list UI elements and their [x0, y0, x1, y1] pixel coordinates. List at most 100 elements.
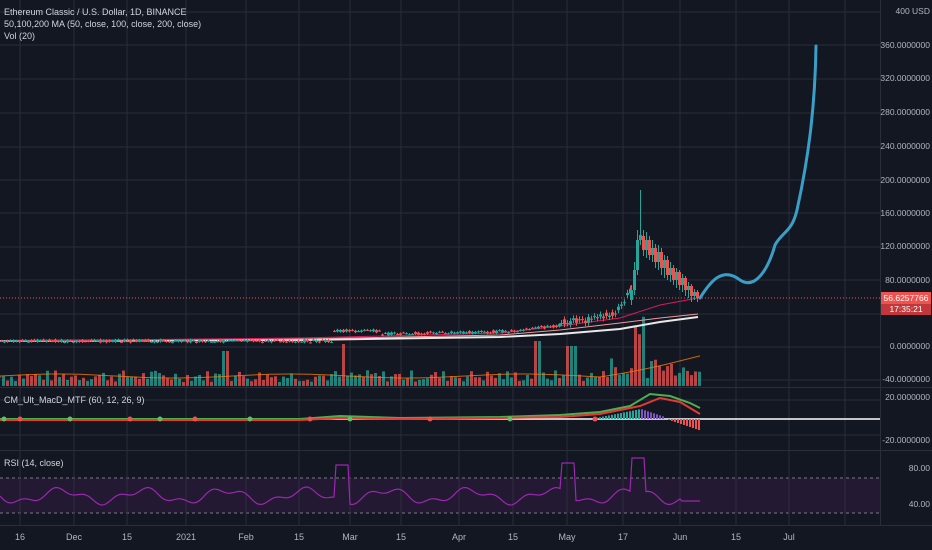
volume-bar	[386, 381, 389, 386]
price-pane[interactable]: Ethereum Classic / U.S. Dollar, 1D, BINA…	[0, 0, 880, 387]
candle-body	[18, 340, 21, 343]
price-chart[interactable]	[0, 0, 880, 387]
candle-body	[438, 331, 441, 333]
candle-body	[375, 330, 378, 333]
volume-bar	[182, 381, 185, 386]
volume-bar	[162, 375, 165, 386]
candle-body	[237, 339, 240, 341]
macd-axis[interactable]: 20.0000000 -20.0000000	[880, 388, 932, 450]
volume-bar	[6, 380, 9, 386]
candle-body	[0, 340, 3, 342]
candle-body	[581, 319, 584, 321]
pane-separator[interactable]	[0, 450, 932, 451]
volume-bar	[194, 376, 197, 386]
candle-body	[12, 340, 15, 342]
volume-bar	[446, 380, 449, 386]
volume-bar	[510, 377, 513, 386]
macd-histogram-bar	[653, 413, 655, 419]
volume-bar	[558, 377, 561, 386]
volume-bar	[262, 380, 265, 386]
volume-bar	[350, 372, 353, 386]
candle-body	[3, 341, 6, 343]
candle-body	[174, 340, 177, 342]
candle-body	[543, 326, 546, 329]
macd-histogram-bar	[659, 415, 661, 419]
volume-bar	[430, 374, 433, 386]
candle-body	[171, 342, 174, 344]
volume-bar	[618, 374, 621, 386]
candle-body	[558, 324, 561, 327]
volume-bar	[18, 374, 21, 386]
candle-body	[255, 340, 258, 342]
volume-bar	[278, 381, 281, 386]
candle-body	[75, 340, 78, 343]
candle-body	[120, 341, 123, 343]
volume-bar	[326, 380, 329, 386]
symbol-legend[interactable]: Ethereum Classic / U.S. Dollar, 1D, BINA…	[4, 7, 187, 17]
macd-histogram-bar	[656, 414, 658, 419]
rsi-axis[interactable]: 80.00 40.00	[880, 451, 932, 525]
volume-bar	[134, 376, 137, 386]
volume-bar	[382, 371, 385, 386]
volume-bar	[22, 378, 25, 386]
time-axis-border	[0, 525, 932, 526]
macd-pane[interactable]: CM_Ult_MacD_MTF (60, 12, 26, 9)	[0, 388, 880, 450]
candle-body	[102, 340, 105, 342]
candle-body	[357, 331, 360, 333]
volume-bar	[554, 370, 557, 386]
volume-bar	[506, 371, 509, 386]
candle-body	[620, 304, 623, 306]
candle-body	[321, 339, 324, 341]
candle-body	[447, 333, 450, 335]
time-label: 16	[14, 532, 26, 542]
candle-body	[614, 313, 617, 315]
candle-body	[213, 341, 216, 343]
candle-body	[552, 325, 555, 328]
candle-body	[270, 341, 273, 343]
macd-legend[interactable]: CM_Ult_MacD_MTF (60, 12, 26, 9)	[4, 395, 145, 405]
candle-body	[411, 333, 414, 335]
candle-body	[546, 325, 549, 327]
candle-body	[54, 339, 57, 342]
candle-body	[378, 330, 381, 332]
volume-bar	[574, 346, 577, 386]
candle-body	[84, 341, 87, 343]
candle-body	[246, 340, 249, 342]
volume-bar	[694, 371, 697, 386]
volume-bar	[190, 380, 193, 386]
candle-body	[114, 339, 117, 343]
ma-legend[interactable]: 50,100,200 MA (50, close, 100, close, 20…	[4, 19, 202, 29]
candle-body	[234, 339, 237, 341]
volume-bar	[286, 377, 289, 386]
volume-bar	[514, 372, 517, 386]
candle-body	[108, 340, 111, 342]
candle-body	[648, 240, 651, 255]
candle-body	[258, 339, 261, 342]
price-axis[interactable]: 400 USD 360.0000000 320.0000000 280.0000…	[880, 0, 932, 387]
price-tick: 320.0000000	[880, 73, 930, 83]
candle-body	[444, 333, 447, 335]
pane-separator[interactable]	[0, 387, 932, 388]
candle-body	[168, 341, 171, 343]
candle-body	[21, 339, 24, 341]
rsi-legend[interactable]: RSI (14, close)	[4, 458, 64, 468]
candle-body	[228, 339, 231, 341]
volume-bar	[378, 375, 381, 386]
macd-cross-dot	[347, 416, 353, 422]
volume-bar	[114, 381, 117, 386]
candle-body	[285, 341, 288, 343]
candle-body	[363, 329, 366, 331]
candle-body	[693, 292, 696, 296]
candle-body	[369, 330, 372, 332]
countdown-label: 17:35:21	[881, 304, 931, 315]
volume-bar	[566, 346, 569, 386]
rsi-chart[interactable]	[0, 451, 880, 525]
vol-legend[interactable]: Vol (20)	[4, 31, 36, 41]
volume-bar	[38, 375, 41, 386]
macd-chart[interactable]	[0, 388, 880, 450]
candle-body	[9, 340, 12, 342]
macd-histogram-bar	[623, 412, 625, 419]
candle-body	[249, 339, 252, 341]
volume-bar	[406, 378, 409, 386]
rsi-pane[interactable]: RSI (14, close)	[0, 451, 880, 525]
